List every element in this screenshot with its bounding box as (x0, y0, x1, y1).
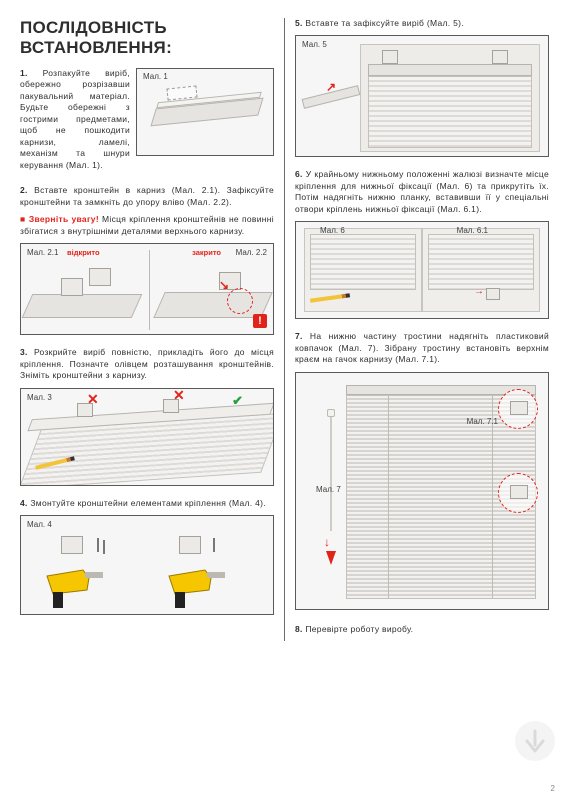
step-7-num: 7. (295, 331, 303, 341)
figure-2a-label: Мал. 2.1 (27, 248, 58, 257)
figure-7: Мал. 7 Мал. 7.1 ↓ (295, 372, 549, 610)
step-2-body: Вставте кронштейн в карниз (Мал. 2.1). З… (20, 185, 274, 206)
figure-6a-label: Мал. 6 (320, 226, 345, 235)
step-2-warn-label: Зверніть увагу! (29, 214, 99, 224)
step-3-num: 3. (20, 347, 28, 357)
step-1-num: 1. (20, 68, 28, 78)
red-x-icon: ✕ (173, 388, 185, 404)
figure-1-label: Мал. 1 (143, 72, 168, 81)
figure-5-label: Мал. 5 (302, 40, 327, 49)
figure-6b-label: Мал. 6.1 (457, 226, 488, 235)
step-3-body: Розкрийте виріб повністю, прикладіть йог… (20, 347, 274, 380)
step-8-body: Перевірте роботу виробу. (305, 624, 413, 634)
step-2-text: 2. Вставте кронштейн в карниз (Мал. 2.1)… (20, 185, 274, 208)
step-4-num: 4. (20, 498, 28, 508)
left-column: ПОСЛІДОВНІСТЬ ВСТАНОВЛЕННЯ: Мал. 1 1. Ро… (20, 18, 274, 641)
drill-icon (39, 556, 113, 612)
step-6-num: 6. (295, 169, 303, 179)
figure-7a-label: Мал. 7 (316, 485, 341, 494)
step-1: Мал. 1 1. Розпакуйте виріб, обережно роз… (20, 68, 274, 177)
red-x-icon: ✕ (87, 391, 99, 408)
figure-4: Мал. 4 (20, 515, 274, 615)
highlight-circle-icon (227, 288, 253, 314)
step-4-body: Змонтуйте кронштейни елементами кріпленн… (30, 498, 266, 508)
tag-closed: закрито (192, 248, 221, 257)
step-6-text: 6. У крайньому нижньому положенні жалюзі… (295, 169, 549, 215)
figure-3-label: Мал. 3 (27, 393, 52, 402)
column-divider (284, 18, 285, 641)
step-1-body: Розпакуйте виріб, обережно розрізавши па… (20, 68, 130, 170)
figure-1: Мал. 1 (136, 68, 274, 156)
figure-5: Мал. 5 ↗ (295, 35, 549, 157)
figure-2b-label: Мал. 2.2 (236, 248, 267, 257)
right-column: 5. Вставте та зафіксуйте виріб (Мал. 5).… (295, 18, 549, 641)
red-arrow-icon: → (474, 286, 484, 297)
red-arrow-icon: ↘ (219, 278, 229, 292)
step-8-num: 8. (295, 624, 303, 634)
step-2-num: 2. (20, 185, 28, 195)
figure-2: Мал. 2.1 Мал. 2.2 відкрито закрито ↘ ! (20, 243, 274, 335)
figure-4-label: Мал. 4 (27, 520, 52, 529)
step-6-body: У крайньому нижньому положенні жалюзі ви… (295, 169, 549, 213)
watermark-icon (513, 719, 557, 763)
step-4-text: 4. Змонтуйте кронштейни елементами кріпл… (20, 498, 274, 509)
step-5-text: 5. Вставте та зафіксуйте виріб (Мал. 5). (295, 18, 549, 29)
warning-icon: ! (253, 314, 267, 328)
step-5-body: Вставте та зафіксуйте виріб (Мал. 5). (305, 18, 464, 28)
figure-3: Мал. 3 ✕ ✕ ✔ (20, 388, 274, 486)
figure-7b-label: Мал. 7.1 (467, 417, 498, 426)
step-5-num: 5. (295, 18, 303, 28)
tag-open: відкрито (67, 248, 100, 257)
figure-6: Мал. 6 Мал. 6.1 → (295, 221, 549, 319)
step-7-body: На нижню частину тростини надягніть плас… (295, 331, 549, 364)
step-2-warning: ■ Зверніть увагу! Місця кріплення кроншт… (20, 214, 274, 237)
drill-icon (161, 556, 235, 612)
step-7-text: 7. На нижню частину тростини надягніть п… (295, 331, 549, 365)
red-arrow-icon: ↓ (324, 535, 330, 549)
page-number: 2 (551, 784, 555, 793)
green-check-icon: ✔ (232, 393, 243, 409)
page-title: ПОСЛІДОВНІСТЬ ВСТАНОВЛЕННЯ: (20, 18, 274, 58)
step-1-text: 1. Розпакуйте виріб, обережно розрізавши… (20, 68, 130, 171)
step-8-text: 8. Перевірте роботу виробу. (295, 624, 549, 635)
step-3-text: 3. Розкрийте виріб повністю, прикладіть … (20, 347, 274, 381)
